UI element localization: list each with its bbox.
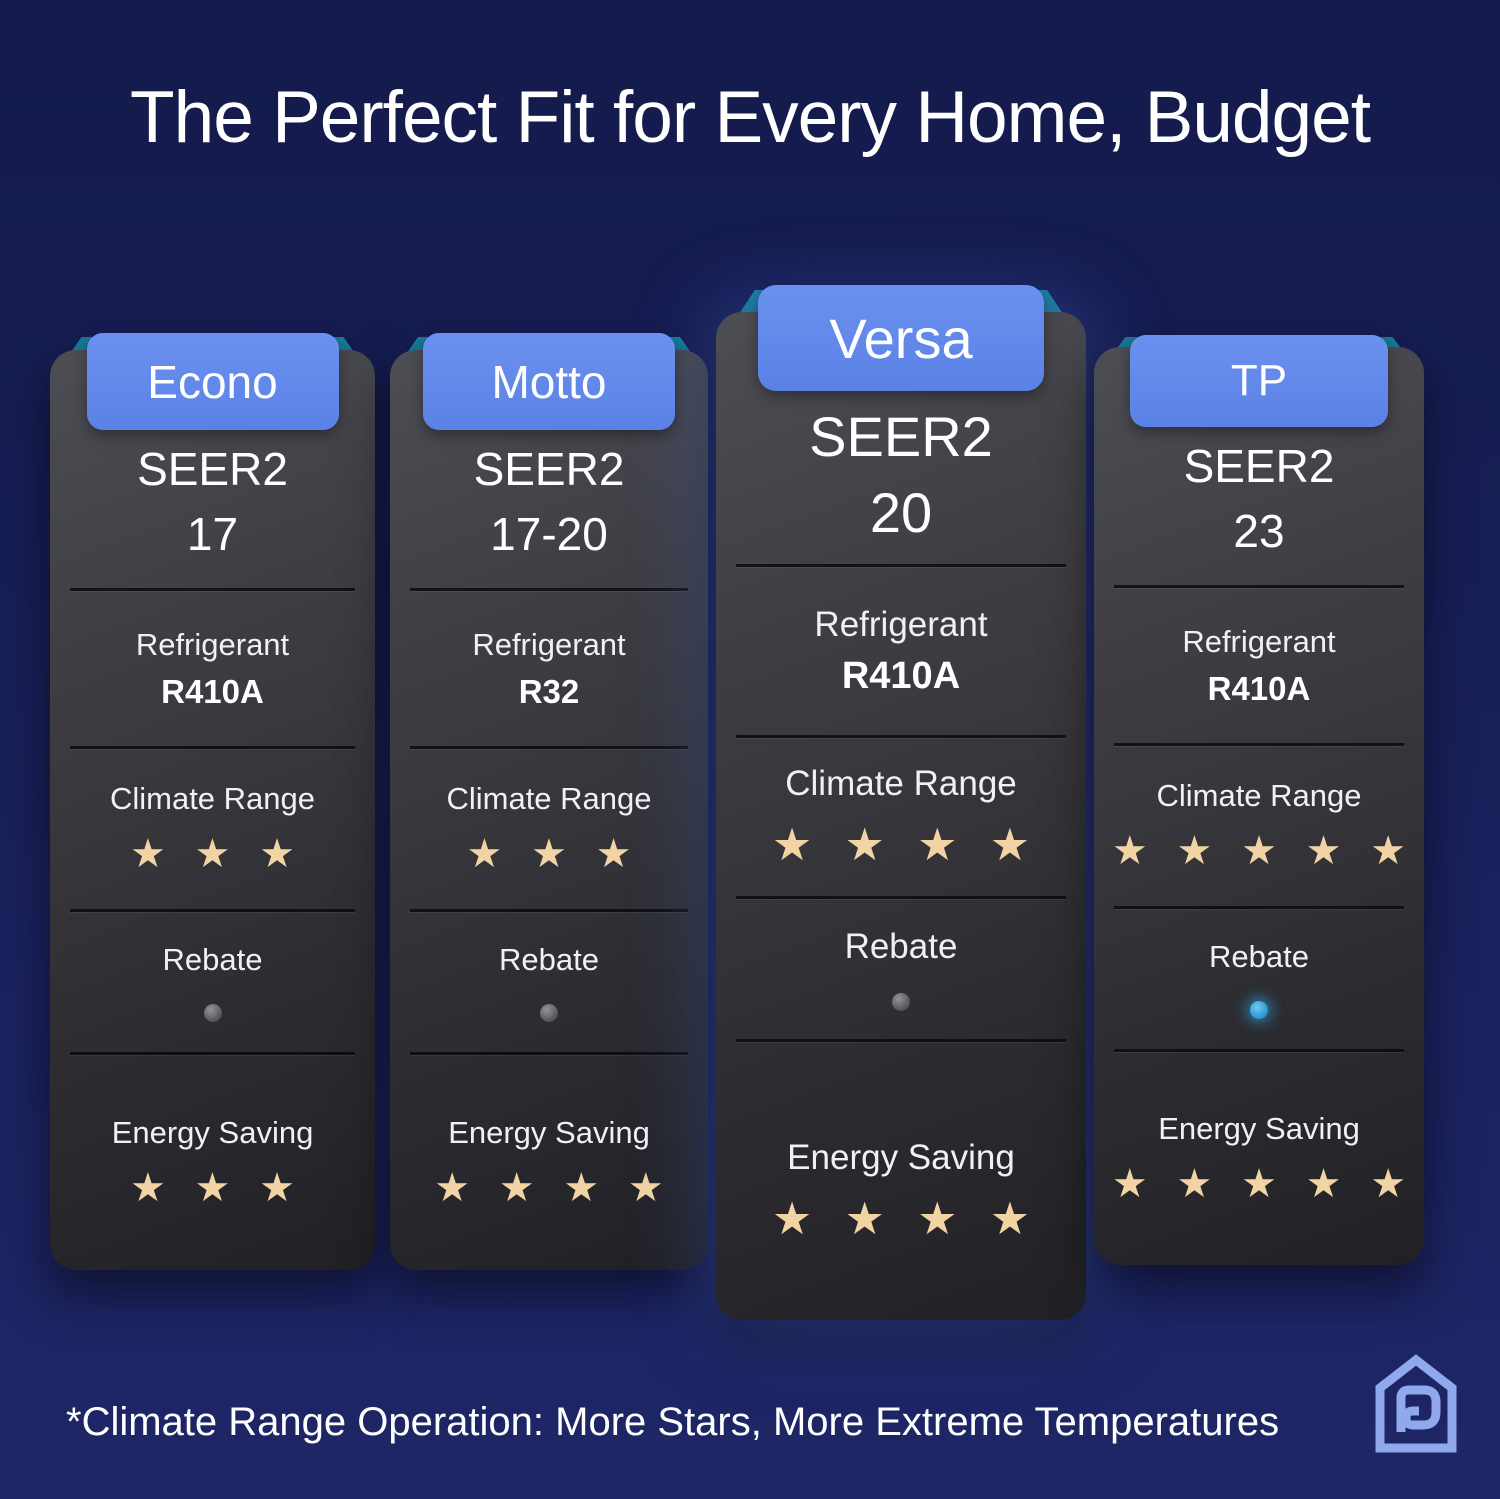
refrigerant-label: Refrigerant bbox=[135, 626, 290, 662]
rebate-indicator-dot bbox=[892, 993, 910, 1011]
refrigerant-label: Refrigerant bbox=[472, 626, 626, 662]
seer2-section: SEER2 20 bbox=[716, 312, 1086, 564]
energy-saving-label: Energy Saving bbox=[448, 1114, 650, 1150]
refrigerant-value: R410A bbox=[161, 672, 264, 710]
seer2-value: 17-20 bbox=[490, 508, 608, 560]
rebate-indicator-dot bbox=[1250, 1001, 1268, 1019]
seer2-label: SEER2 bbox=[1183, 439, 1335, 492]
card-body: SEER2 17 Refrigerant R410A Climate Range… bbox=[50, 350, 375, 1270]
product-card-tp: TP SEER2 23 Refrigerant R410A Climate Ra… bbox=[1094, 335, 1424, 1265]
energy-saving-section: Energy Saving ★ ★ ★ ★ bbox=[716, 1042, 1086, 1320]
rebate-section: Rebate bbox=[716, 899, 1086, 1039]
section-divider bbox=[1114, 906, 1404, 909]
card-tab-versa: Versa bbox=[758, 285, 1044, 391]
energy-saving-label: Energy Saving bbox=[111, 1114, 314, 1150]
rebate-indicator-dot bbox=[203, 1004, 222, 1022]
energy-saving-stars: ★ ★ ★ bbox=[129, 1164, 295, 1211]
section-divider bbox=[70, 746, 355, 749]
refrigerant-value: R410A bbox=[841, 654, 961, 697]
card-tab-label: Versa bbox=[829, 306, 973, 370]
climate-range-footnote: *Climate Range Operation: More Stars, Mo… bbox=[66, 1400, 1280, 1444]
card-tab-econo: Econo bbox=[86, 333, 339, 430]
page-title: The Perfect Fit for Every Home, Budget bbox=[130, 77, 1371, 158]
energy-saving-stars: ★ ★ ★ ★ ★ bbox=[1111, 1160, 1407, 1207]
section-divider bbox=[70, 588, 355, 591]
section-divider bbox=[410, 746, 688, 749]
climate-range-label: Climate Range bbox=[1156, 778, 1362, 813]
card-body: SEER2 20 Refrigerant R410A Climate Range… bbox=[716, 312, 1086, 1320]
rebate-section: Rebate bbox=[1094, 909, 1424, 1049]
climate-range-label: Climate Range bbox=[446, 781, 652, 816]
refrigerant-section: Refrigerant R410A bbox=[1094, 588, 1424, 743]
section-divider bbox=[1114, 585, 1404, 588]
rebate-label: Rebate bbox=[844, 927, 958, 966]
refrigerant-label: Refrigerant bbox=[814, 604, 988, 644]
section-divider bbox=[736, 564, 1066, 567]
rebate-label: Rebate bbox=[499, 942, 599, 977]
card-body: SEER2 23 Refrigerant R410A Climate Range… bbox=[1094, 347, 1424, 1265]
energy-saving-label: Energy Saving bbox=[1158, 1110, 1360, 1146]
card-tab-tp: TP bbox=[1130, 335, 1388, 427]
rebate-label: Rebate bbox=[162, 942, 263, 977]
card-tab-label: Motto bbox=[491, 355, 607, 408]
seer2-section: SEER2 17 bbox=[50, 350, 375, 588]
refrigerant-section: Refrigerant R410A bbox=[50, 591, 375, 746]
section-divider bbox=[70, 909, 355, 912]
refrigerant-label: Refrigerant bbox=[1182, 623, 1336, 659]
climate-range-section: Climate Range ★ ★ ★ ★ bbox=[716, 738, 1086, 896]
climate-range-stars: ★ ★ ★ ★ ★ bbox=[1111, 828, 1407, 874]
product-card-econo: Econo SEER2 17 Refrigerant R410A Climate… bbox=[50, 333, 375, 1270]
rebate-label: Rebate bbox=[1209, 939, 1309, 974]
section-divider bbox=[1114, 743, 1404, 746]
section-divider bbox=[736, 896, 1066, 899]
climate-range-section: Climate Range ★ ★ ★ bbox=[390, 749, 708, 909]
seer2-value: 23 bbox=[1233, 505, 1285, 557]
seer2-section: SEER2 17-20 bbox=[390, 350, 708, 588]
refrigerant-section: Refrigerant R32 bbox=[390, 591, 708, 746]
energy-saving-section: Energy Saving ★ ★ ★ ★ bbox=[390, 1055, 708, 1270]
card-tab-label: Econo bbox=[147, 355, 278, 408]
section-divider bbox=[410, 588, 688, 591]
seer2-value: 20 bbox=[869, 481, 933, 544]
house-logo-icon bbox=[1375, 1354, 1457, 1453]
card-body: SEER2 17-20 Refrigerant R32 Climate Rang… bbox=[390, 350, 708, 1270]
seer2-section: SEER2 23 bbox=[1094, 347, 1424, 585]
refrigerant-section: Refrigerant R410A bbox=[716, 567, 1086, 735]
seer2-value: 17 bbox=[186, 508, 239, 560]
refrigerant-value: R32 bbox=[518, 672, 580, 710]
climate-range-stars: ★ ★ ★ ★ bbox=[771, 817, 1031, 871]
section-divider bbox=[410, 1052, 688, 1055]
rebate-indicator-dot bbox=[540, 1004, 558, 1022]
climate-range-stars: ★ ★ ★ bbox=[129, 831, 295, 877]
seer2-label: SEER2 bbox=[137, 442, 288, 495]
section-divider bbox=[410, 909, 688, 912]
seer2-label: SEER2 bbox=[809, 405, 993, 469]
rebate-section: Rebate bbox=[50, 912, 375, 1052]
section-divider bbox=[736, 1039, 1066, 1042]
energy-saving-label: Energy Saving bbox=[787, 1138, 1015, 1177]
section-divider bbox=[1114, 1049, 1404, 1052]
energy-saving-section: Energy Saving ★ ★ ★ bbox=[50, 1055, 375, 1270]
section-divider bbox=[70, 1052, 355, 1055]
product-card-motto: Motto SEER2 17-20 Refrigerant R32 Climat… bbox=[390, 333, 708, 1270]
section-divider bbox=[736, 735, 1066, 738]
climate-range-stars: ★ ★ ★ bbox=[466, 831, 632, 877]
product-card-versa: Versa SEER2 20 Refrigerant R410A Climate… bbox=[716, 285, 1086, 1320]
refrigerant-value: R410A bbox=[1207, 669, 1311, 707]
climate-range-section: Climate Range ★ ★ ★ ★ ★ bbox=[1094, 746, 1424, 906]
energy-saving-section: Energy Saving ★ ★ ★ ★ ★ bbox=[1094, 1052, 1424, 1265]
climate-range-section: Climate Range ★ ★ ★ bbox=[50, 749, 375, 909]
seer2-label: SEER2 bbox=[473, 442, 625, 495]
climate-range-label: Climate Range bbox=[785, 763, 1017, 803]
card-tab-label: TP bbox=[1230, 356, 1288, 405]
energy-saving-stars: ★ ★ ★ ★ bbox=[434, 1164, 664, 1211]
energy-saving-stars: ★ ★ ★ ★ bbox=[771, 1192, 1031, 1245]
card-tab-motto: Motto bbox=[423, 333, 675, 430]
climate-range-label: Climate Range bbox=[109, 781, 316, 816]
rebate-section: Rebate bbox=[390, 912, 708, 1052]
